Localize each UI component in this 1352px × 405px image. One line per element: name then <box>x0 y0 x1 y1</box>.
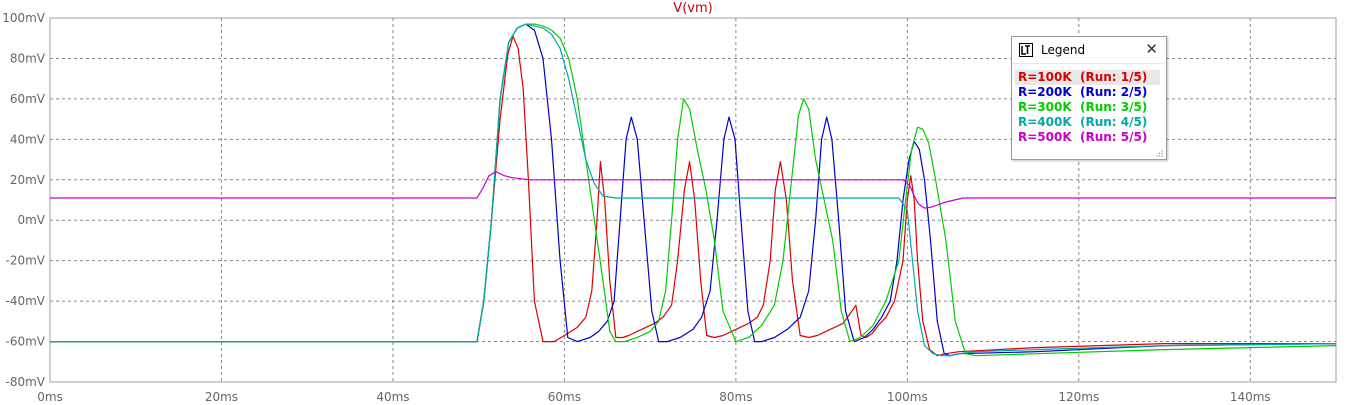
legend-entry-run-5[interactable]: R=500K (Run: 5/5) <box>1018 130 1148 144</box>
y-tick-label: -40mV <box>6 294 46 308</box>
x-tick-label: 20ms <box>205 390 238 404</box>
x-tick-label: 0ms <box>37 390 63 404</box>
y-tick-label: -60mV <box>6 335 46 349</box>
series-line-run-1 <box>50 35 1336 357</box>
series-line-run-4 <box>50 23 1337 357</box>
y-tick-label: 60mV <box>10 92 46 106</box>
x-tick-label: 120ms <box>1058 390 1099 404</box>
x-tick-label: 100ms <box>887 390 928 404</box>
legend-entry-run-4[interactable]: R=400K (Run: 4/5) <box>1018 115 1148 129</box>
legend-title: Legend <box>1041 43 1086 57</box>
series-line-run-5 <box>50 171 1336 209</box>
plot-title: V(vm) <box>673 1 712 16</box>
ltspice-logo-icon <box>1019 43 1033 57</box>
tick-labels: 0ms 20ms 40ms 60ms 80ms 100ms 120ms 140ms 100mV 8… <box>2 11 1271 404</box>
legend-panel[interactable]: Legend ✕ R=100K (Run: 1/5) R=200K (Run: 2… <box>1011 36 1167 160</box>
close-icon[interactable]: ✕ <box>1145 40 1158 58</box>
x-tick-label: 60ms <box>548 390 581 404</box>
y-tick-label: -80mV <box>6 375 46 389</box>
legend-entries: R=100K (Run: 1/5) R=200K (Run: 2/5) R=300K… <box>1015 70 1160 145</box>
y-tick-label: 0mV <box>17 213 45 227</box>
legend-entry-run-3[interactable]: R=300K (Run: 3/5) <box>1018 100 1148 114</box>
x-tick-label: 80ms <box>719 390 752 404</box>
series-line-run-2 <box>50 23 1337 357</box>
y-tick-label: 80mV <box>10 51 46 65</box>
y-tick-label: 40mV <box>10 132 46 146</box>
y-tick-label: 20mV <box>10 173 46 187</box>
legend-entry-run-1[interactable]: R=100K (Run: 1/5) <box>1015 70 1160 85</box>
y-tick-label: 100mV <box>2 11 46 25</box>
legend-header[interactable]: Legend ✕ <box>1012 37 1166 64</box>
series-line-run-3 <box>50 23 1337 357</box>
resize-grip-icon[interactable] <box>1156 150 1163 157</box>
x-tick-label: 40ms <box>376 390 409 404</box>
series-group <box>50 23 1337 357</box>
legend-entry-run-2[interactable]: R=200K (Run: 2/5) <box>1018 85 1148 99</box>
y-tick-label: -20mV <box>6 254 46 268</box>
x-tick-label: 140ms <box>1230 390 1271 404</box>
